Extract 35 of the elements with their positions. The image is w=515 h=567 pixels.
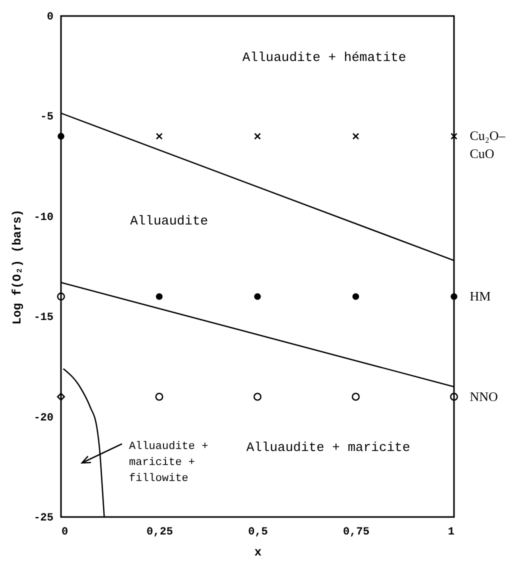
x-tick-label: 0 <box>62 526 68 538</box>
text: Cu₂O– CuO <box>470 128 506 162</box>
y-tick-label: -5 <box>40 112 54 124</box>
y-tick-label: -20 <box>34 412 54 424</box>
text: HM <box>470 288 492 304</box>
x-tick-label: 0,25 <box>146 526 174 538</box>
x-tick-label: 0,5 <box>248 526 268 538</box>
point <box>56 292 66 301</box>
point <box>56 392 66 401</box>
annotation: Alluaudite + hématite <box>242 50 406 66</box>
x-tick-label: 1 <box>448 526 455 538</box>
point <box>58 132 64 140</box>
text: NNO <box>470 388 498 404</box>
y-tick-label: -10 <box>34 212 54 224</box>
annotation: Alluaudite <box>130 213 208 228</box>
point <box>450 293 458 300</box>
y-tick-label: -15 <box>34 312 54 324</box>
point <box>450 132 458 140</box>
point <box>156 132 163 140</box>
y-tick-label: 0 <box>46 12 54 24</box>
annotation: Alluaudite + maricite + fillowite <box>128 440 208 485</box>
point <box>352 132 360 140</box>
point <box>450 392 458 401</box>
point <box>156 293 163 300</box>
annotation: Alluaudite + maricite <box>246 440 410 455</box>
point <box>253 392 262 401</box>
x-tick-label: 0,75 <box>343 526 370 538</box>
y-axis-title: Log f(O₂) (bars) <box>10 209 25 325</box>
point <box>352 293 360 300</box>
point <box>155 392 164 401</box>
y-tick-label: -25 <box>34 512 54 524</box>
point <box>254 293 261 300</box>
point <box>352 392 360 401</box>
point <box>254 132 261 140</box>
x-axis-title: x <box>254 546 262 560</box>
